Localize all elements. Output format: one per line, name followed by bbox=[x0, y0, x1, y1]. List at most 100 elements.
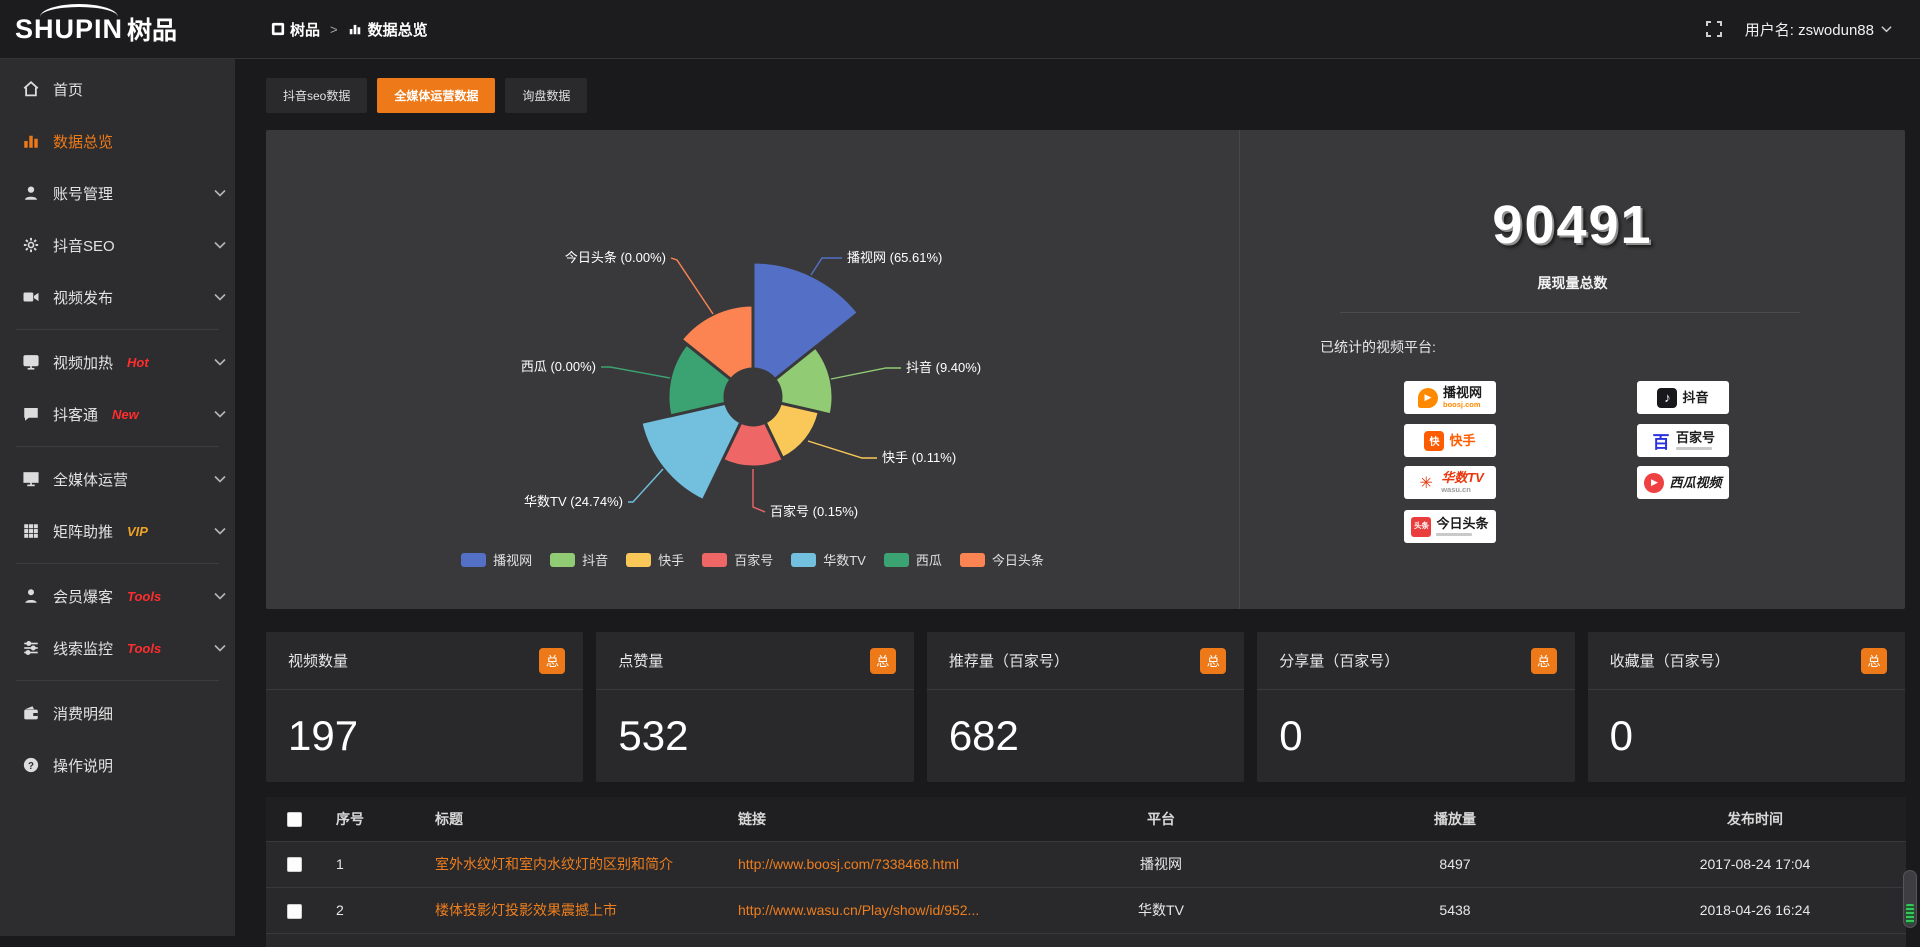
platform-badge-快手[interactable]: 快快手 bbox=[1404, 424, 1496, 457]
sidebar-item-5[interactable]: 视频发布 bbox=[0, 271, 235, 323]
person-icon bbox=[22, 587, 40, 605]
video-url-link[interactable]: http://www.wasu.cn/Play/show/id/952... bbox=[724, 887, 1016, 933]
legend-swatch bbox=[550, 553, 575, 567]
legend-item-百家号[interactable]: 百家号 bbox=[702, 550, 773, 569]
stat-card-value: 682 bbox=[949, 712, 1019, 760]
pie-label-line bbox=[753, 469, 765, 512]
platform-badge-百家号[interactable]: 百百家号 bbox=[1637, 424, 1729, 457]
legend-label: 播视网 bbox=[493, 550, 532, 569]
sidebar-item-badge: New bbox=[112, 407, 139, 422]
row-checkbox[interactable] bbox=[287, 857, 302, 872]
total-badge[interactable]: 总 bbox=[870, 648, 896, 674]
pie-label-抖音: 抖音 (9.40%) bbox=[906, 360, 981, 375]
stat-card-2: 点赞量 总 532 bbox=[596, 632, 913, 782]
sidebar-item-12[interactable]: 消费明细 bbox=[0, 687, 235, 739]
pie-label-西瓜: 西瓜 (0.00%) bbox=[521, 359, 596, 374]
row-checkbox[interactable] bbox=[287, 904, 302, 919]
legend-item-播视网[interactable]: 播视网 bbox=[461, 550, 532, 569]
user-menu[interactable]: 用户名: zswodun88 bbox=[1745, 19, 1892, 40]
boosj-play-icon: ▶ bbox=[1418, 388, 1438, 408]
legend-item-今日头条[interactable]: 今日头条 bbox=[960, 550, 1044, 569]
rose-pie-chart[interactable]: 播视网 (65.61%)抖音 (9.40%)快手 (0.11%)百家号 (0.1… bbox=[266, 130, 1240, 609]
pie-label-百家号: 百家号 (0.15%) bbox=[770, 504, 858, 519]
sidebar-divider bbox=[16, 329, 219, 330]
sidebar-item-label: 全媒体运营 bbox=[53, 469, 128, 490]
stat-card-label: 推荐量（百家号） bbox=[949, 650, 1069, 671]
legend-item-快手[interactable]: 快手 bbox=[626, 550, 684, 569]
total-badge[interactable]: 总 bbox=[539, 648, 565, 674]
chart-icon bbox=[22, 132, 40, 150]
app-icon bbox=[270, 22, 285, 37]
platform-sub-label: wasu.cn bbox=[1441, 486, 1471, 494]
video-icon bbox=[22, 288, 40, 306]
sidebar-item-2[interactable]: 数据总览 bbox=[0, 115, 235, 167]
stat-card-value: 532 bbox=[618, 712, 688, 760]
stat-card-3: 推荐量（百家号） 总 682 bbox=[927, 632, 1244, 782]
chevron-down-icon bbox=[214, 189, 226, 197]
platform-badge-今日头条[interactable]: 头条今日头条 bbox=[1404, 510, 1496, 543]
sidebar-item-label: 消费明细 bbox=[53, 703, 113, 724]
publish-time: 2017-08-24 17:04 bbox=[1604, 841, 1906, 887]
sidebar-item-13[interactable]: ?操作说明 bbox=[0, 739, 235, 791]
pie-label-line bbox=[601, 367, 670, 378]
impressions-total-value: 90491 bbox=[1240, 194, 1905, 256]
total-badge[interactable]: 总 bbox=[1200, 648, 1226, 674]
breadcrumb-home[interactable]: 树品 bbox=[270, 19, 320, 40]
stat-card-4: 分享量（百家号） 总 0 bbox=[1257, 632, 1574, 782]
pie-label-快手: 快手 (0.11%) bbox=[882, 450, 956, 465]
platform-badge-抖音[interactable]: ♪抖音 bbox=[1637, 381, 1729, 414]
chevron-down-icon bbox=[214, 592, 226, 600]
stat-card-label: 点赞量 bbox=[618, 650, 663, 671]
tab-2[interactable]: 全媒体运营数据 bbox=[377, 78, 495, 113]
sidebar-item-label: 线索监控 bbox=[53, 638, 113, 659]
legend-item-西瓜[interactable]: 西瓜 bbox=[884, 550, 942, 569]
pie-label-line bbox=[808, 441, 877, 458]
sidebar-item-1[interactable]: 首页 bbox=[0, 63, 235, 115]
stat-card-value: 0 bbox=[1279, 712, 1302, 760]
floating-widget[interactable] bbox=[1903, 870, 1917, 928]
select-all-checkbox[interactable] bbox=[287, 812, 302, 827]
platform-name: 西瓜视频 bbox=[1669, 476, 1721, 489]
legend-item-抖音[interactable]: 抖音 bbox=[550, 550, 608, 569]
legend-label: 抖音 bbox=[582, 550, 608, 569]
pie-slice-华数TV[interactable] bbox=[641, 403, 741, 500]
bar-chart-icon bbox=[348, 22, 363, 37]
breadcrumb-current[interactable]: 数据总览 bbox=[348, 19, 428, 40]
total-badge[interactable]: 总 bbox=[1531, 648, 1557, 674]
legend-label: 华数TV bbox=[823, 550, 866, 569]
sidebar-item-4[interactable]: 抖音SEO bbox=[0, 219, 235, 271]
publish-time: 2018-04-26 16:24 bbox=[1604, 887, 1906, 933]
logo[interactable]: SHUPIN 树品 bbox=[0, 0, 235, 59]
platform-badge-西瓜视频[interactable]: ▶西瓜视频 bbox=[1637, 466, 1729, 499]
sidebar-item-3[interactable]: 账号管理 bbox=[0, 167, 235, 219]
sidebar-item-label: 矩阵助推 bbox=[53, 521, 113, 542]
total-badge[interactable]: 总 bbox=[1861, 648, 1887, 674]
pie-label-line bbox=[831, 368, 901, 379]
tab-1[interactable]: 抖音seo数据 bbox=[266, 78, 367, 113]
grid-icon bbox=[22, 522, 40, 540]
stat-card-label: 分享量（百家号） bbox=[1279, 650, 1399, 671]
sidebar-item-badge: Hot bbox=[127, 355, 149, 370]
tab-3[interactable]: 询盘数据 bbox=[505, 78, 587, 113]
legend-item-华数TV[interactable]: 华数TV bbox=[791, 550, 866, 569]
sidebar-item-8[interactable]: 全媒体运营 bbox=[0, 453, 235, 505]
video-title-link[interactable]: 室外水纹灯和室内水纹灯的区别和简介 bbox=[421, 841, 724, 887]
platform-name: 快手 bbox=[1449, 434, 1475, 447]
column-header: 播放量 bbox=[1306, 797, 1604, 841]
chevron-down-icon bbox=[214, 475, 226, 483]
help-icon: ? bbox=[22, 756, 40, 774]
video-url-link[interactable]: http://www.boosj.com/7338468.html bbox=[724, 841, 1016, 887]
platform-name: 播视网 bbox=[1443, 386, 1482, 399]
fullscreen-icon[interactable] bbox=[1705, 20, 1723, 38]
video-title-link[interactable]: 楼体投影灯投影效果震撼上市 bbox=[421, 887, 724, 933]
chat-icon bbox=[22, 405, 40, 423]
sidebar-item-label: 账号管理 bbox=[53, 183, 113, 204]
